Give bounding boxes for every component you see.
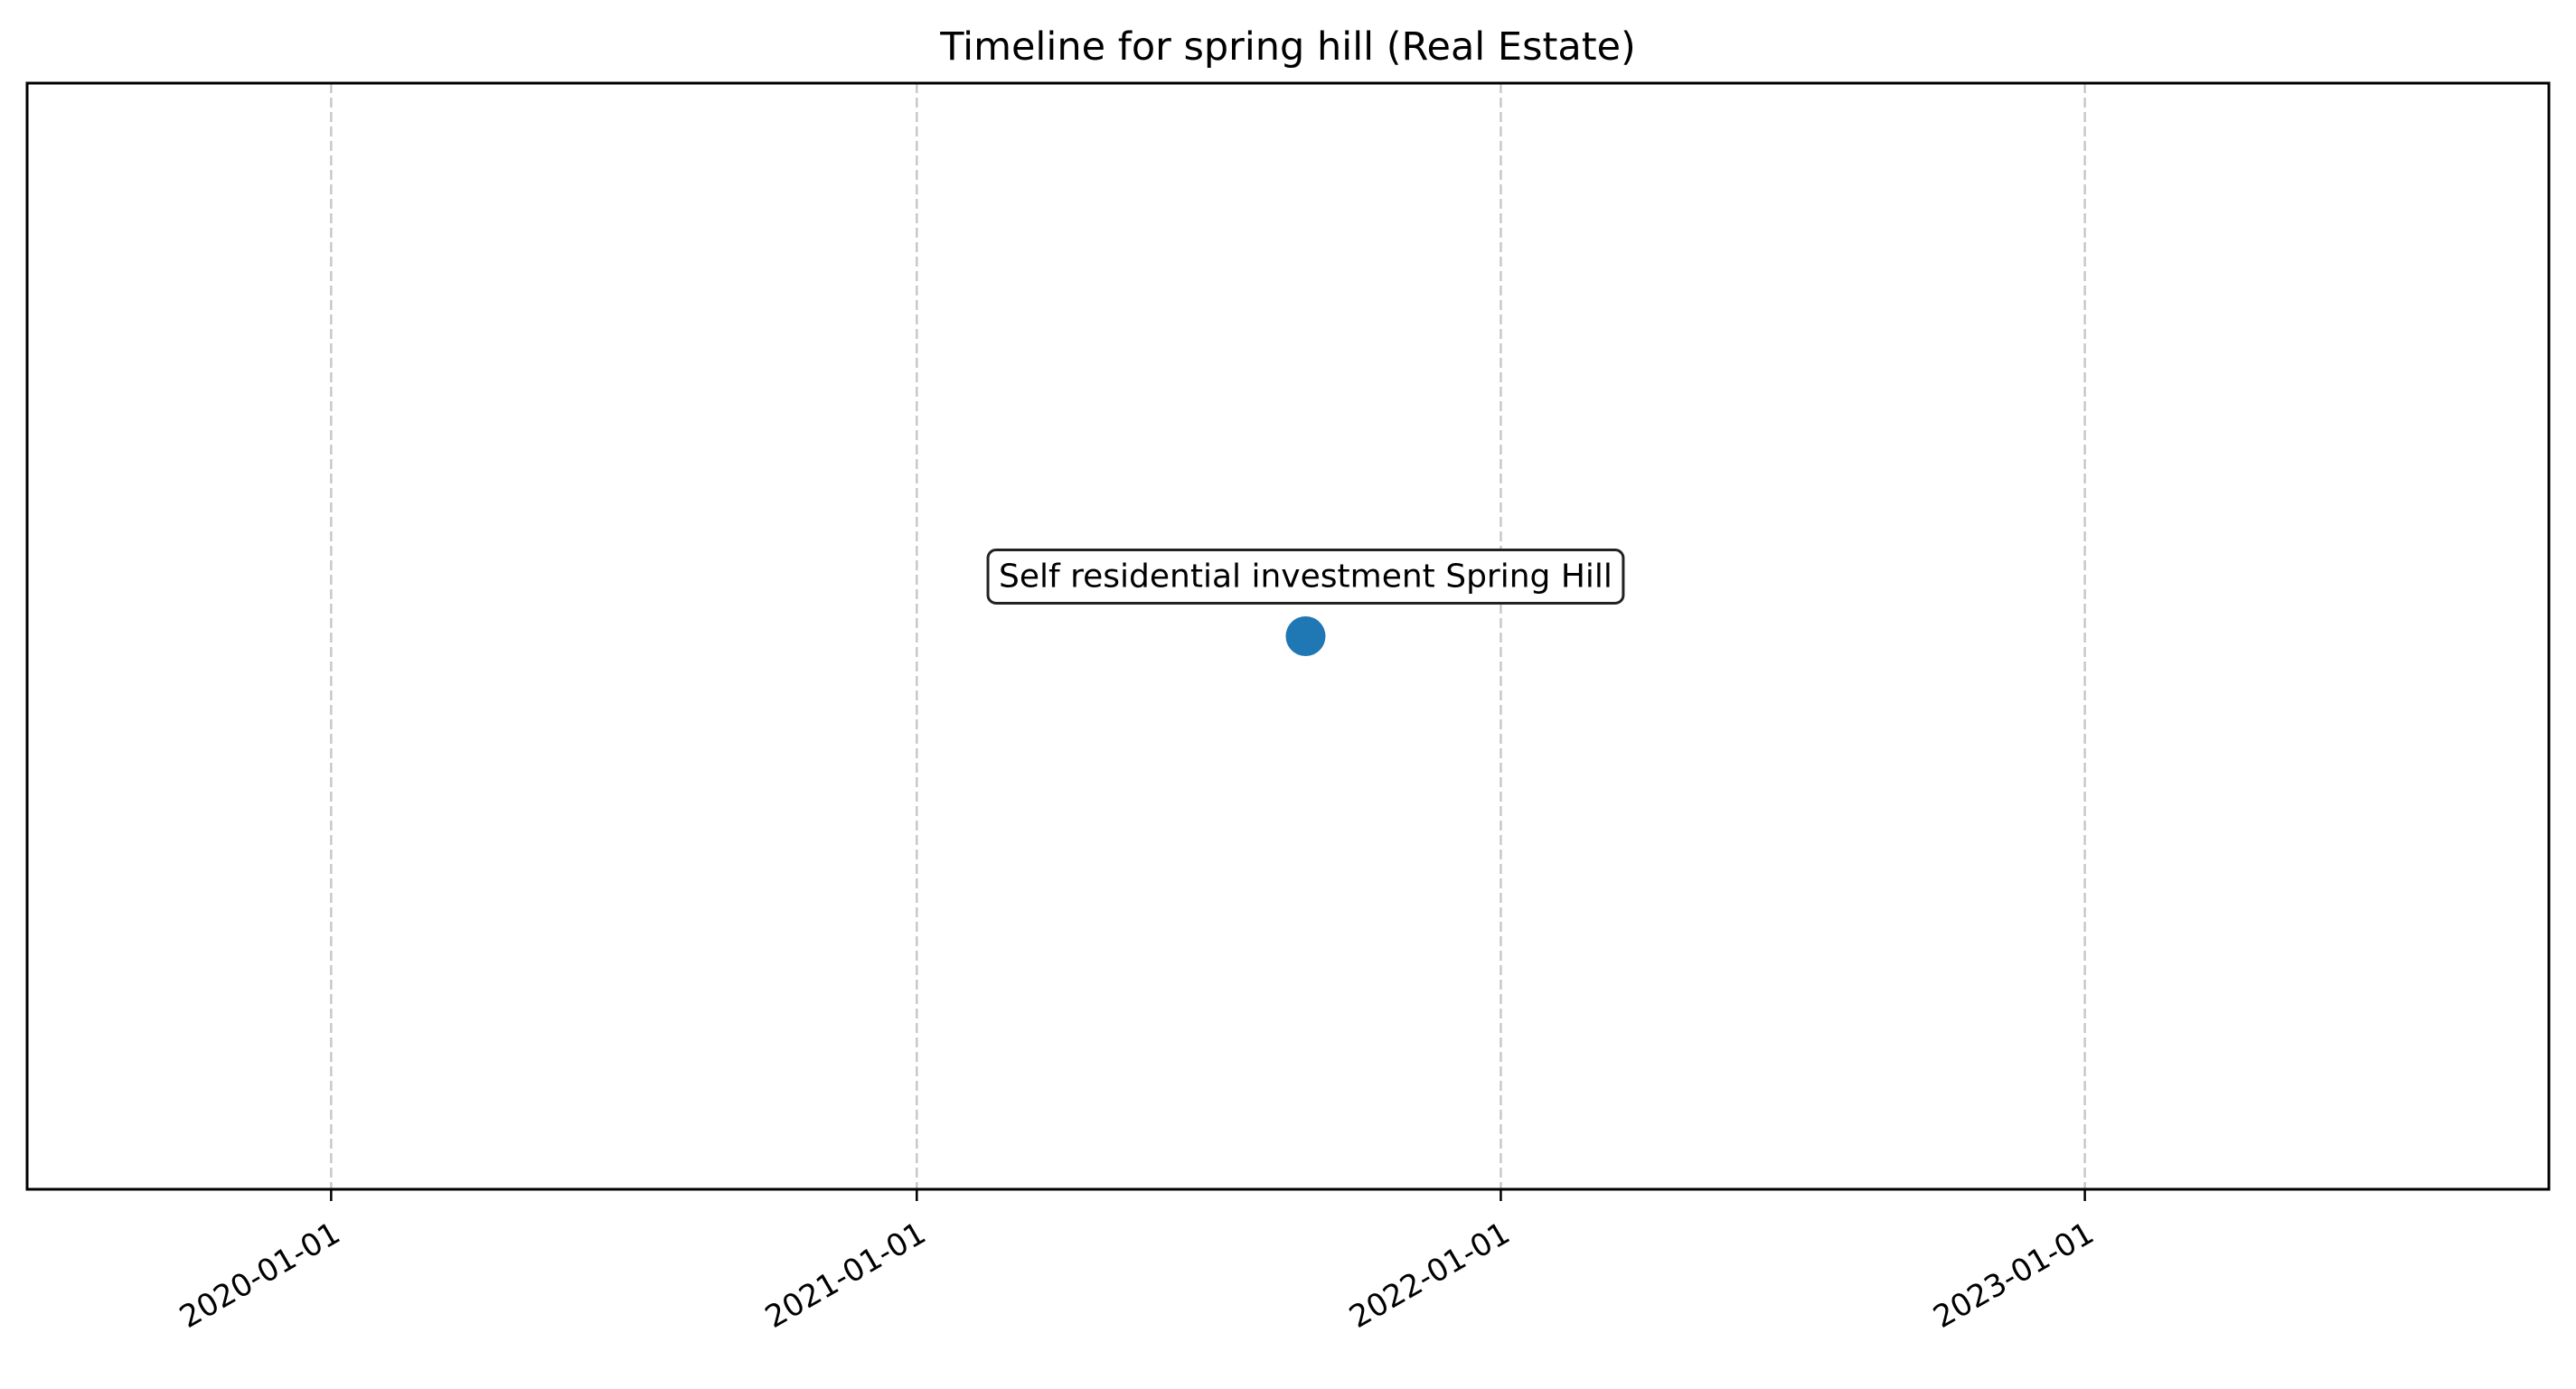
chart-title: Timeline for spring hill (Real Estate) bbox=[939, 24, 1636, 70]
plot-area-frame bbox=[25, 81, 2551, 1191]
annotation-box bbox=[986, 549, 1625, 605]
data-point bbox=[1285, 616, 1326, 656]
point-annotation: Self residential investment Spring Hill bbox=[986, 549, 1625, 605]
grid-lines bbox=[330, 83, 2086, 1189]
annotation-label: Self residential investment Spring Hill bbox=[999, 558, 1612, 596]
data-marks: Self residential investment Spring Hill bbox=[986, 549, 1625, 656]
